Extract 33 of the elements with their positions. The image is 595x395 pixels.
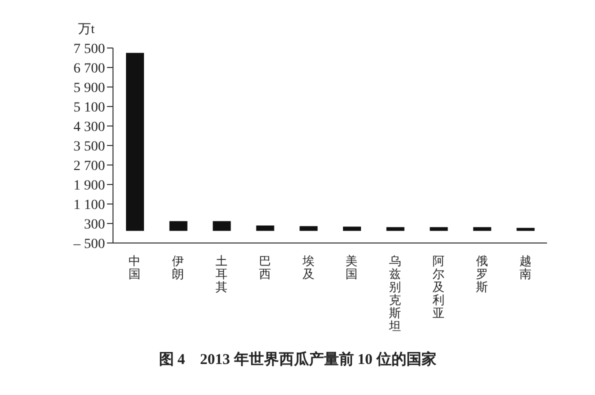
bar bbox=[126, 52, 144, 231]
y-tick-label: 300 bbox=[84, 217, 105, 232]
text: 图 4 2013 年世界西瓜产量前 10 位的国家 bbox=[158, 350, 438, 369]
y-tick-label: 3 500 bbox=[74, 139, 105, 154]
y-tick-label: 2 700 bbox=[74, 158, 105, 174]
y-tick-label: 5 100 bbox=[74, 100, 105, 116]
bar bbox=[430, 227, 448, 231]
x-tick-label: 伊朗 bbox=[172, 254, 184, 281]
x-tick-label: 中国 bbox=[128, 254, 141, 281]
bar bbox=[212, 221, 231, 231]
x-tick-label: 美国 bbox=[346, 254, 358, 281]
y-tick-label: 1 100 bbox=[74, 198, 105, 213]
bar bbox=[516, 228, 535, 231]
y-tick-label: 4 300 bbox=[74, 120, 105, 135]
y-tick-label: 7 500 bbox=[74, 42, 105, 57]
x-tick-label: 土耳其 bbox=[216, 254, 228, 294]
bar bbox=[343, 226, 361, 231]
x-tick-label: 乌兹别克斯坦 bbox=[388, 254, 402, 333]
y-tick-label: 1 900 bbox=[74, 178, 105, 194]
y-tick-label: 6 700 bbox=[74, 61, 105, 76]
x-tick-label: 俄罗斯 bbox=[476, 254, 488, 294]
y-tick-label: 5 900 bbox=[74, 80, 105, 96]
y-tick-label: – 500 bbox=[72, 236, 105, 252]
bar bbox=[473, 227, 492, 231]
x-tick-label: 越南 bbox=[519, 254, 532, 281]
bar bbox=[256, 225, 274, 231]
x-tick-label: 埃及 bbox=[301, 254, 314, 281]
bar bbox=[169, 221, 188, 231]
x-tick-label: 阿尔及利亚 bbox=[432, 254, 444, 320]
bar bbox=[300, 226, 318, 231]
x-tick-label: 巴西 bbox=[258, 254, 271, 281]
bar bbox=[386, 227, 404, 231]
y-axis-title: 万t bbox=[78, 20, 95, 38]
